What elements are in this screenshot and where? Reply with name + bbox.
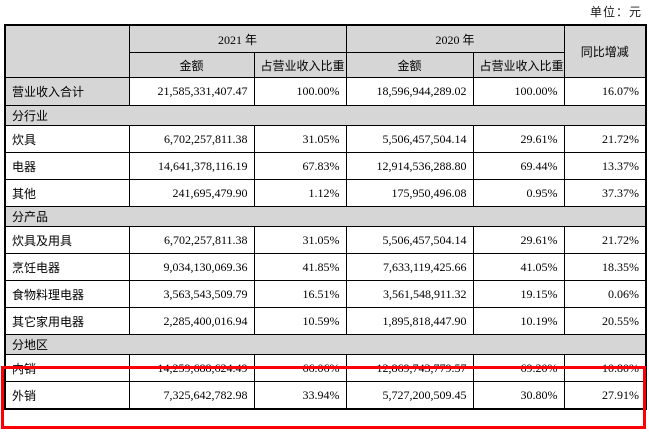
pct-2020-cell: 19.15% (472, 280, 565, 308)
amount-2020-cell: 1,895,818,447.90 (345, 307, 474, 335)
header-row-measures: 金额 占营业收入比重 金额 占营业收入比重 (5, 52, 646, 78)
pct-2021-cell: 31.05% (253, 226, 347, 254)
pct-2021-cell: 16.51% (253, 280, 347, 308)
pct-2021-cell: 1.12% (253, 179, 347, 207)
amount-2021-cell: 6,702,257,811.38 (128, 125, 255, 153)
row-label: 电器 (4, 152, 130, 180)
amount-2021-cell: 2,285,400,016.94 (128, 307, 255, 335)
table-row-cookware: 炊具 6,702,257,811.38 31.05% 5,506,457,504… (4, 125, 647, 153)
amount-2020-cell: 5,506,457,504.14 (345, 125, 474, 153)
pct-2020-cell: 30.80% (472, 381, 565, 410)
yoy-header: 同比增减 (563, 24, 647, 78)
amount-2021-header: 金额 (128, 52, 255, 78)
yoy-cell: 27.91% (563, 381, 647, 410)
amount-2020-cell: 3,561,548,911.32 (345, 280, 474, 308)
table-row-cooking-appliances: 烹饪电器 9,034,130,069.36 41.85% 7,633,119,4… (4, 253, 647, 281)
amount-2020-cell: 7,633,119,425.66 (345, 253, 474, 281)
row-label: 炊具及用具 (4, 226, 130, 254)
amount-2020-cell: 12,869,743,779.57 (345, 354, 474, 382)
pct-2020-cell: 100.00% (472, 77, 565, 106)
amount-2021-cell: 241,695,479.90 (128, 179, 255, 207)
amount-2021-cell: 9,034,130,069.36 (128, 253, 255, 281)
pct-2020-cell: 41.05% (472, 253, 565, 281)
pct-2021-cell: 33.94% (253, 381, 347, 410)
amount-2021-cell: 3,563,543,509.79 (128, 280, 255, 308)
pct-2021-cell: 100.00% (253, 77, 347, 106)
amount-2021-cell: 14,259,688,624.49 (128, 354, 255, 382)
row-label: 烹饪电器 (4, 253, 130, 281)
amount-2020-cell: 5,727,200,509.45 (345, 381, 474, 410)
pct-2020-cell: 29.61% (472, 226, 565, 254)
pct-2020-cell: 0.95% (472, 179, 565, 207)
section-label: 分行业 (4, 105, 647, 126)
yoy-cell: 10.80% (563, 354, 647, 382)
yoy-cell: 16.07% (563, 77, 647, 106)
yoy-cell: 20.55% (563, 307, 647, 335)
section-row-by-product: 分产品 (4, 206, 647, 227)
row-label: 其它家用电器 (4, 307, 130, 335)
header-row-years: 2021 年 2020 年 同比增减 (4, 24, 647, 78)
section-row-by-industry: 分行业 (4, 105, 647, 126)
section-label: 分产品 (4, 206, 647, 227)
pct-2021-header: 占营业收入比重 (253, 52, 347, 78)
amount-2021-cell: 21,585,331,407.47 (128, 77, 255, 106)
yoy-cell: 21.72% (563, 226, 647, 254)
amount-2020-header: 金额 (345, 52, 474, 78)
year-2020-header: 2020 年 (345, 24, 565, 53)
table-row-other-home-appliances: 其它家用电器 2,285,400,016.94 10.59% 1,895,818… (4, 307, 647, 335)
pct-2021-cell: 66.06% (253, 354, 347, 382)
row-label: 内销 (4, 354, 130, 382)
yoy-cell: 13.37% (563, 152, 647, 180)
amount-2021-cell: 7,325,642,782.98 (128, 381, 255, 410)
table-row-total-revenue: 营业收入合计 21,585,331,407.47 100.00% 18,596,… (4, 77, 647, 106)
corner-cell (4, 24, 130, 78)
pct-2021-cell: 10.59% (253, 307, 347, 335)
table-row-food-processing-appliances: 食物料理电器 3,563,543,509.79 16.51% 3,561,548… (4, 280, 647, 308)
yoy-cell: 18.35% (563, 253, 647, 281)
table-row-appliances: 电器 14,641,378,116.19 67.83% 12,914,536,2… (4, 152, 647, 180)
pct-2021-cell: 67.83% (253, 152, 347, 180)
revenue-breakdown-table: 2021 年 2020 年 同比增减 金额 占营业收入比重 金额 占营业收入比重… (4, 24, 648, 410)
amount-2020-cell: 18,596,944,289.02 (345, 77, 474, 106)
year-2021-header: 2021 年 (128, 24, 347, 53)
amount-2021-cell: 14,641,378,116.19 (128, 152, 255, 180)
section-row-by-region: 分地区 (4, 334, 647, 355)
pct-2020-cell: 10.19% (472, 307, 565, 335)
pct-2021-cell: 41.85% (253, 253, 347, 281)
pct-2020-cell: 69.44% (472, 152, 565, 180)
row-label: 食物料理电器 (4, 280, 130, 308)
pct-2020-cell: 29.61% (472, 125, 565, 153)
section-label: 分地区 (4, 334, 647, 355)
table-row-export-sales: 外销 7,325,642,782.98 33.94% 5,727,200,509… (4, 381, 647, 410)
amount-2020-cell: 175,950,496.08 (345, 179, 474, 207)
pct-2020-cell: 69.20% (472, 354, 565, 382)
table-row-domestic-sales: 内销 14,259,688,624.49 66.06% 12,869,743,7… (4, 354, 647, 382)
yoy-cell: 21.72% (563, 125, 647, 153)
row-label: 其他 (4, 179, 130, 207)
row-label: 炊具 (4, 125, 130, 153)
amount-2020-cell: 5,506,457,504.14 (345, 226, 474, 254)
yoy-cell: 37.37% (563, 179, 647, 207)
yoy-cell: 0.06% (563, 280, 647, 308)
table-row-cookware-utensils: 炊具及用具 6,702,257,811.38 31.05% 5,506,457,… (4, 226, 647, 254)
amount-2020-cell: 12,914,536,288.80 (345, 152, 474, 180)
row-label: 营业收入合计 (4, 77, 130, 106)
pct-2021-cell: 31.05% (253, 125, 347, 153)
row-label: 外销 (4, 381, 130, 410)
unit-label: 单位：元 (589, 5, 642, 19)
pct-2020-header: 占营业收入比重 (472, 52, 565, 78)
amount-2021-cell: 6,702,257,811.38 (128, 226, 255, 254)
table-row-other: 其他 241,695,479.90 1.12% 175,950,496.08 0… (4, 179, 647, 207)
